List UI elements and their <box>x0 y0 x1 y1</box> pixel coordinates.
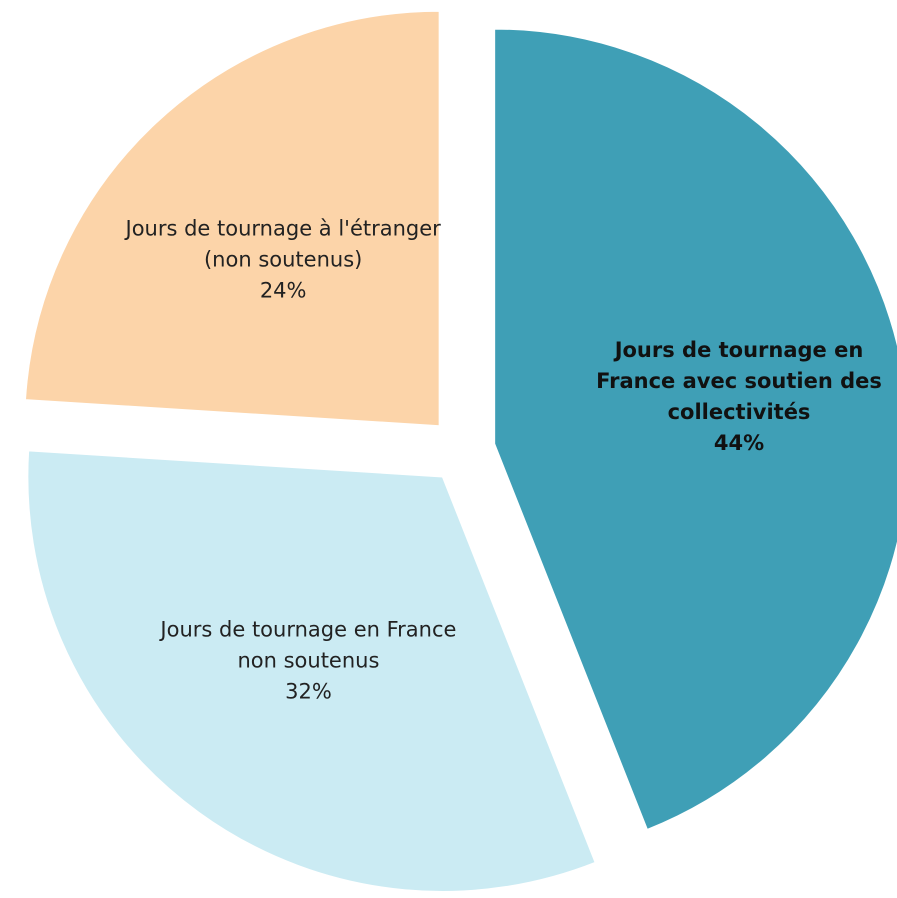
slice-value: 24% <box>259 278 307 303</box>
pie-slice <box>493 28 897 831</box>
slice-label: Jours de tournage en France non soutenus… <box>148 615 468 708</box>
slice-category: Jours de tournage en France avec soutien… <box>596 338 882 425</box>
slice-category: Jours de tournage à l'étranger (non sout… <box>125 216 441 272</box>
slice-value: 44% <box>713 431 765 456</box>
pie-slice <box>26 449 597 893</box>
pie-slice <box>24 10 441 427</box>
slice-category: Jours de tournage en France non soutenus <box>160 617 457 673</box>
slice-value: 32% <box>285 679 332 704</box>
slice-label: Jours de tournage en France avec soutien… <box>579 335 897 459</box>
slice-label: Jours de tournage à l'étranger (non sout… <box>123 213 443 306</box>
